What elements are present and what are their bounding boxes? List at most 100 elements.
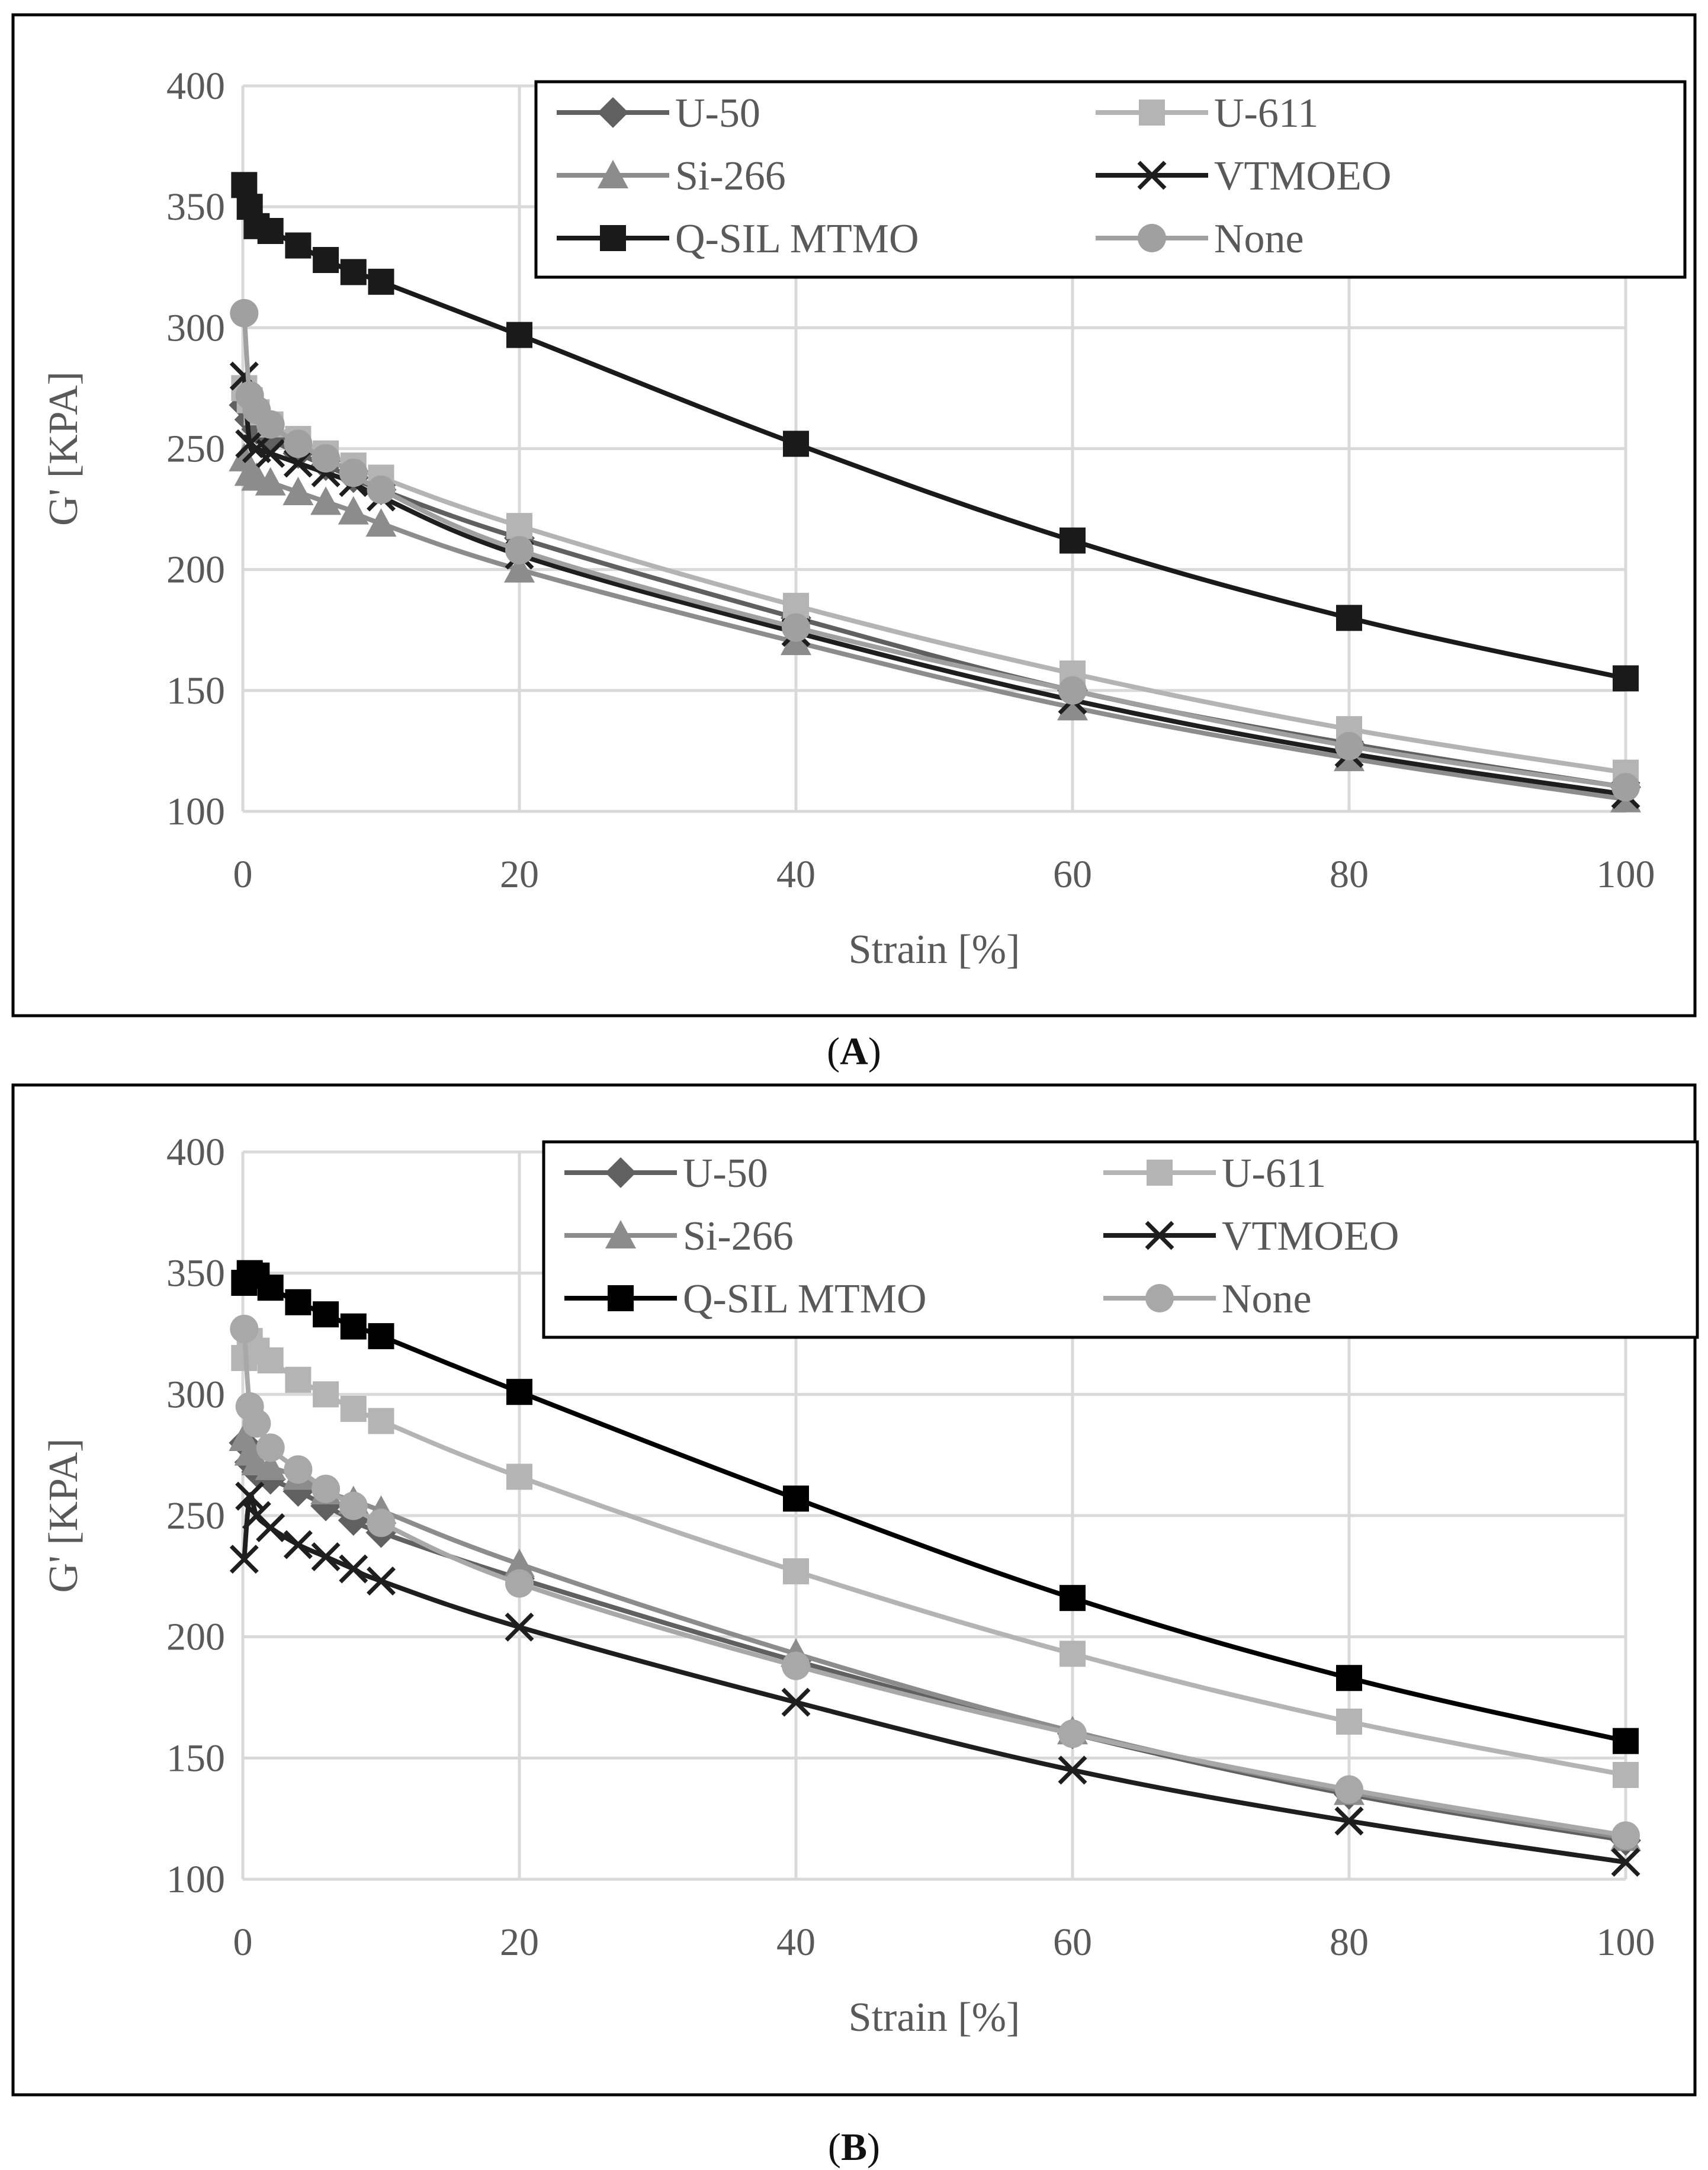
series-u-50 <box>229 1427 1641 1856</box>
data-point-u-611 <box>257 1347 284 1374</box>
data-point-q-sil-mtmo <box>1613 665 1639 692</box>
data-point-none <box>367 475 396 504</box>
data-point-u-611 <box>313 1381 339 1408</box>
legend-item-q-sil-mtmo: Q-SIL MTMO <box>564 1276 927 1322</box>
y-tick-label: 150 <box>166 1736 225 1780</box>
legend-marker <box>600 225 626 251</box>
legend-label: U-611 <box>1214 91 1318 136</box>
y-tick-label: 150 <box>166 669 225 712</box>
data-point-si-266 <box>255 1452 286 1481</box>
x-tick-label: 0 <box>233 1921 253 1964</box>
legend-marker <box>605 1220 636 1248</box>
legend-marker <box>608 1285 634 1311</box>
legend-label: Q-SIL MTMO <box>675 216 919 262</box>
y-tick-label: 250 <box>166 1494 225 1537</box>
series-vtmoeo <box>229 1481 1640 1877</box>
data-point-q-sil-mtmo <box>1336 605 1362 631</box>
data-point-q-sil-mtmo <box>340 1313 367 1340</box>
data-point-u-50 <box>338 1505 369 1536</box>
y-tick-label: 250 <box>166 428 225 471</box>
data-point-vtmoeo <box>505 1612 534 1642</box>
y-axis-title: G' [KPA] <box>41 1439 86 1593</box>
legend-item-none: None <box>1103 1276 1312 1322</box>
legend-item-none: None <box>1096 216 1304 262</box>
data-point-q-sil-mtmo <box>313 1301 339 1328</box>
legend-item-u-50: U-50 <box>564 1151 768 1196</box>
data-point-u-611 <box>1613 1761 1639 1788</box>
series-line-u-50 <box>242 404 1626 790</box>
x-tick-label: 100 <box>1597 853 1655 896</box>
data-point-none <box>339 1491 368 1520</box>
legend-item-u-611: U-611 <box>1096 91 1318 136</box>
series-u-611 <box>231 375 1639 786</box>
data-point-none <box>1335 731 1363 760</box>
x-axis-title: Strain [%] <box>849 927 1020 972</box>
data-point-none <box>230 298 259 328</box>
data-point-vtmoeo <box>781 1687 811 1717</box>
x-tick-label: 60 <box>1053 1921 1092 1964</box>
data-point-q-sil-mtmo <box>257 218 284 244</box>
data-point-none <box>1335 1775 1363 1804</box>
data-point-none <box>256 1433 285 1462</box>
chart-a: 100 150 200 250 300 350 400 0 20 40 60 80 100 Strain … <box>11 13 1697 1017</box>
data-point-u-611 <box>285 1366 312 1393</box>
y-tick-label: 200 <box>166 1616 225 1659</box>
legend-label: U-50 <box>675 91 760 136</box>
legend-item-u-50: U-50 <box>557 91 760 136</box>
data-point-none <box>284 1455 313 1484</box>
legend: U-50 U-611 Si-266 VTMOEO Q-SIL MTMO None <box>542 1140 1699 1339</box>
series-u-611 <box>231 1328 1639 1788</box>
data-point-vtmoeo <box>367 1566 396 1596</box>
series-line-q-sil-mtmo <box>242 1270 1626 1744</box>
data-point-none <box>242 1409 271 1438</box>
data-point-none <box>1611 1821 1640 1850</box>
data-point-u-611 <box>506 1463 532 1490</box>
legend-item-si-266: Si-266 <box>564 1214 794 1259</box>
legend-marker <box>1138 224 1166 252</box>
series-si-266 <box>229 442 1641 813</box>
data-point-vtmoeo <box>283 1530 313 1559</box>
data-point-vtmoeo <box>256 1513 285 1542</box>
data-point-q-sil-mtmo <box>285 1289 312 1315</box>
data-point-vtmoeo <box>229 1545 259 1574</box>
data-point-vtmoeo <box>256 439 285 468</box>
data-point-u-611 <box>783 1558 809 1585</box>
data-point-none <box>230 1314 259 1343</box>
data-point-q-sil-mtmo <box>368 1323 394 1350</box>
data-point-none <box>1058 1719 1087 1748</box>
data-point-si-266 <box>1057 692 1088 721</box>
legend: U-50 U-611 Si-266 VTMOEO Q-SIL MTMO None <box>534 80 1687 279</box>
data-point-si-266 <box>255 467 286 496</box>
data-point-none <box>312 1474 341 1503</box>
data-point-none <box>367 1508 396 1537</box>
x-tick-label: 60 <box>1053 853 1092 896</box>
x-tick-label: 40 <box>776 1921 816 1964</box>
panel-b: 100 150 200 250 300 350 400 0 20 40 60 80 100 Strain … <box>0 1078 1708 2169</box>
y-tick-label: 100 <box>166 790 225 833</box>
series-line-u-611 <box>242 387 1626 775</box>
legend-marker <box>1139 99 1165 126</box>
data-point-si-266 <box>504 1548 535 1577</box>
data-point-vtmoeo <box>339 1554 368 1584</box>
x-tick-label: 20 <box>500 853 539 896</box>
data-point-q-sil-mtmo <box>231 172 258 198</box>
data-point-none <box>339 458 368 487</box>
legend-label: U-611 <box>1222 1151 1326 1196</box>
y-tick-label: 350 <box>166 185 225 229</box>
chart-frame <box>11 1083 1697 2097</box>
legend-item-vtmoeo: VTMOEO <box>1096 153 1391 199</box>
data-point-none <box>312 444 341 473</box>
data-point-q-sil-mtmo <box>506 1379 532 1405</box>
y-tick-label: 350 <box>166 1252 225 1295</box>
chart-b: 100 150 200 250 300 350 400 0 20 40 60 80 100 Strain … <box>11 1083 1699 2097</box>
y-tick-label: 100 <box>166 1858 225 1901</box>
legend-marker <box>605 1157 636 1188</box>
data-point-u-611 <box>1060 1641 1086 1667</box>
panel-a: 100 150 200 250 300 350 400 0 20 40 60 80 100 Strain … <box>0 0 1708 1078</box>
legend-label: None <box>1214 216 1304 262</box>
data-point-si-266 <box>504 554 535 583</box>
legend-marker <box>1145 1221 1174 1250</box>
x-tick-label: 80 <box>1330 1921 1369 1964</box>
data-point-vtmoeo <box>235 1481 265 1511</box>
legend-label: None <box>1222 1276 1312 1322</box>
